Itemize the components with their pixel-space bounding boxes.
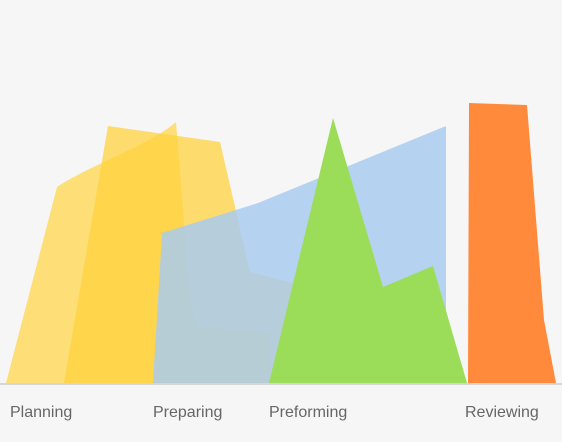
reviewing-shape (468, 103, 556, 383)
phase-label-planning: Planning (10, 404, 73, 421)
phase-label-preparing: Preparing (153, 404, 223, 421)
preforming-shape (269, 118, 467, 383)
phase-label-preforming: Preforming (269, 404, 348, 421)
phase-label-reviewing: Reviewing (465, 404, 539, 421)
